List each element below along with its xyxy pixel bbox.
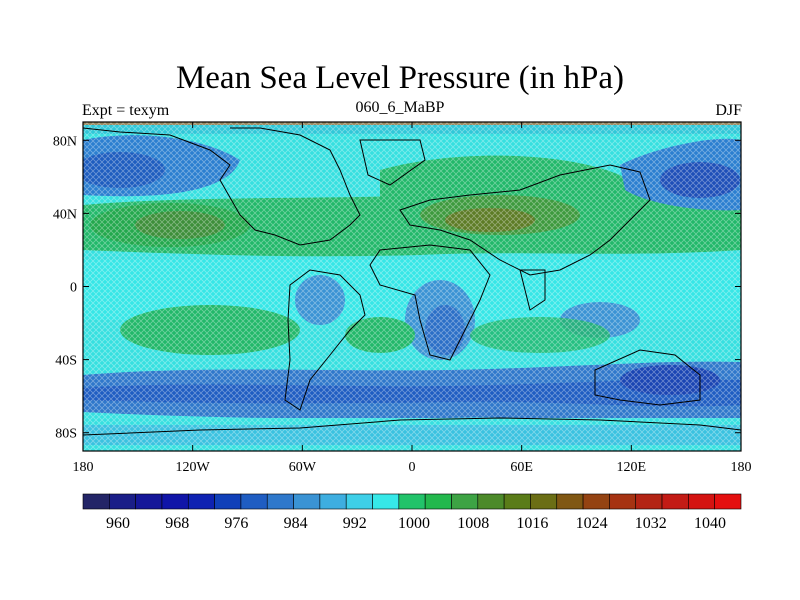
colorbar-tick-label: 960 [106,515,130,532]
colorbar-box [240,493,268,510]
colorbar-box [109,493,136,510]
colorbar-box [266,493,294,510]
colorbar-box [635,493,663,510]
lon-tick-label: 120W [176,460,211,475]
lon-tick-label: 120E [617,460,647,475]
colorbar-tick-label: 976 [224,515,248,532]
colorbar-tick-label: 1016 [516,515,548,532]
colorbar-box [609,493,637,510]
colorbar-box [530,493,558,510]
colorbar-box [82,493,110,510]
colorbar-tick-label: 984 [284,515,308,532]
colorbar-box [135,493,163,510]
colorbar-box [214,493,242,510]
colorbar-labels: 960 968 976 984 992 1000 1008 1016 1024 1032 1040 [106,515,726,532]
colorbar-tick-label: 992 [343,515,367,532]
colorbar-box [556,493,584,510]
coastlines [83,127,741,436]
lat-tick-label: 80S [55,427,77,442]
colorbar-box [372,493,400,510]
lat-tick-label: 0 [70,281,77,296]
map-field [83,122,741,451]
colorbar-box [293,493,321,510]
colorbar-box [582,493,610,510]
colorbar-box [345,493,373,510]
lat-tick-label: 40S [55,354,77,369]
axis-ticks [82,122,742,451]
dataset-label: 060_6_MaBP [355,99,445,116]
colorbar-box [161,493,189,510]
axis-tick-labels: 80N 40N 0 40S 80S 180 120W 60W 0 60E 120E 180 [53,134,752,475]
colorbar-box [714,493,742,510]
plot-title: Mean Sea Level Pressure (in hPa) [175,60,625,96]
colorbar-box [398,493,426,510]
lat-tick-label: 40N [53,207,77,222]
lon-tick-label: 0 [409,460,416,475]
colorbar-tick-label: 1040 [694,515,726,532]
colorbar-box [477,493,505,510]
colorbar-box [187,493,215,510]
colorbar-box [451,493,479,510]
colorbar-box [661,493,689,510]
colorbar-tick-label: 1032 [635,515,667,532]
colorbar-box [319,493,347,510]
lat-tick-label: 80N [53,134,77,149]
colorbar-box [424,493,452,510]
lon-tick-label: 60W [289,460,317,475]
lon-tick-label: 60E [510,460,533,475]
lon-tick-label: 180 [731,460,752,475]
colorbar [82,493,742,510]
colorbar-box [688,493,715,510]
colorbar-tick-label: 968 [165,515,189,532]
colorbar-tick-label: 1024 [576,515,608,532]
colorbar-tick-label: 1000 [398,515,430,532]
colorbar-box [503,493,531,510]
season-label: DJF [715,102,742,119]
colorbar-tick-label: 1008 [457,515,489,532]
lon-tick-label: 180 [73,460,94,475]
experiment-label: Expt = texym [82,102,170,119]
